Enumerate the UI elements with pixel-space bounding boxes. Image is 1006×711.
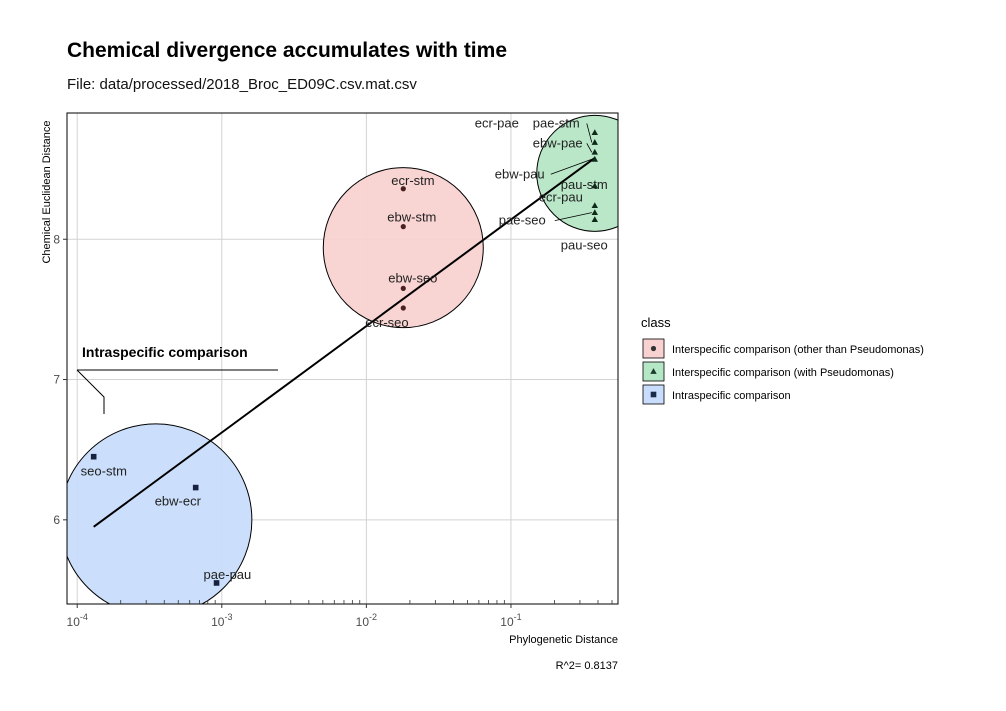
label-leader-line	[586, 143, 593, 153]
data-point	[591, 209, 598, 216]
annotation-group: Intraspecific comparison	[76, 344, 278, 414]
point-label: pae-stm	[533, 115, 580, 130]
point-label: ecr-seo	[365, 315, 408, 330]
data-point	[591, 182, 598, 189]
x-axis-title: Phylogenetic Distance	[509, 634, 618, 646]
cluster-circle-interspecific-other	[322, 167, 484, 329]
x-tick-label: 10-3	[211, 612, 232, 629]
x-axis: 10-4 10-3 10-2 10-1	[67, 600, 613, 629]
point-label: ecr-stm	[391, 173, 434, 188]
annotation-label: Intraspecific comparison	[82, 344, 248, 360]
legend-marker	[650, 345, 657, 352]
point-label: pae-seo	[499, 213, 546, 228]
point-label: ebw-ecr	[155, 494, 202, 509]
x-tick-label: 10-2	[356, 612, 377, 629]
y-tick-label: 8	[53, 232, 60, 246]
data-point	[192, 484, 199, 491]
caption-r2: R^2= 0.8137	[556, 660, 618, 672]
plot-border	[66, 112, 619, 605]
point-label: ecr-pau	[539, 190, 583, 205]
label-leader-line	[554, 212, 592, 221]
points-group	[90, 129, 598, 586]
cluster-circle-interspecific-pseudomonas	[536, 114, 618, 232]
point-label: pau-stm	[561, 177, 608, 192]
data-point	[591, 139, 598, 145]
data-point	[400, 224, 406, 230]
legend-label: Interspecific comparison (with Pseudomon…	[672, 367, 894, 379]
data-point	[400, 305, 406, 311]
point-label: pae-pau	[204, 567, 252, 582]
data-point	[90, 453, 97, 460]
y-tick-label: 6	[53, 513, 60, 527]
data-point	[400, 285, 406, 291]
label-leader-line	[550, 158, 592, 175]
legend-label: Intraspecific comparison	[672, 390, 791, 402]
point-label: ebw-pau	[495, 166, 545, 181]
point-labels-group: ecr-stm ebw-stm ebw-seo ecr-seo ecr-pae pae-s…	[81, 115, 608, 581]
y-axis: 6 7 8	[53, 232, 67, 527]
point-label: ebw-seo	[388, 270, 437, 285]
data-point	[400, 186, 406, 192]
data-point	[213, 580, 220, 586]
chart-subtitle: File: data/processed/2018_Broc_ED09C.csv…	[67, 76, 417, 93]
point-label: pau-seo	[561, 238, 608, 253]
cluster-circles	[67, 114, 618, 604]
data-point	[591, 202, 598, 208]
point-label: seo-stm	[81, 464, 127, 479]
cluster-circle-intraspecific	[67, 423, 253, 604]
label-leader-line	[586, 123, 593, 143]
y-tick-label: 7	[53, 373, 60, 387]
legend: class Interspecific comparison (other th…	[641, 315, 924, 405]
data-point	[591, 216, 598, 223]
data-point	[591, 155, 598, 162]
chart-title: Chemical divergence accumulates with tim…	[67, 39, 507, 62]
legend-marker	[650, 391, 657, 398]
x-tick-label: 10-4	[67, 612, 88, 629]
data-point	[591, 148, 598, 155]
legend-title: class	[641, 315, 671, 330]
point-label: ebw-pae	[533, 135, 583, 150]
x-tick-label: 10-1	[500, 612, 521, 629]
y-axis-title: Chemical Euclidean Distance	[41, 120, 53, 263]
annotation-leader	[76, 369, 105, 414]
fit-line	[93, 157, 596, 528]
point-label: ebw-stm	[387, 210, 436, 225]
legend-marker	[650, 368, 657, 374]
fit-line-group	[93, 157, 596, 528]
data-point	[591, 129, 598, 136]
legend-label: Interspecific comparison (other than Pse…	[672, 344, 924, 356]
point-label: ecr-pae	[475, 116, 519, 131]
